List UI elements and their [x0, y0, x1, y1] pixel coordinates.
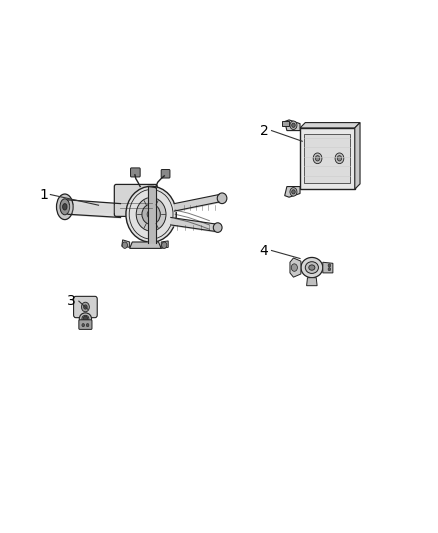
Polygon shape [130, 242, 161, 248]
Circle shape [337, 156, 342, 161]
Ellipse shape [217, 193, 227, 204]
Circle shape [335, 153, 344, 164]
Polygon shape [323, 262, 333, 273]
Circle shape [162, 242, 167, 248]
Ellipse shape [82, 316, 89, 322]
FancyBboxPatch shape [131, 168, 140, 177]
Text: 2: 2 [260, 124, 268, 138]
Text: 4: 4 [260, 244, 268, 257]
Polygon shape [161, 241, 168, 248]
FancyBboxPatch shape [114, 184, 157, 216]
Ellipse shape [142, 204, 160, 224]
FancyBboxPatch shape [161, 169, 170, 178]
Text: 3: 3 [67, 294, 76, 308]
Ellipse shape [136, 197, 166, 231]
Polygon shape [307, 278, 317, 286]
Polygon shape [355, 123, 360, 189]
Circle shape [313, 153, 322, 164]
Polygon shape [122, 240, 130, 247]
Ellipse shape [60, 199, 70, 215]
Circle shape [291, 264, 297, 271]
Ellipse shape [57, 194, 73, 220]
Circle shape [292, 190, 295, 194]
Circle shape [83, 316, 88, 321]
Ellipse shape [79, 313, 92, 325]
Circle shape [86, 324, 89, 327]
Circle shape [81, 302, 89, 312]
FancyBboxPatch shape [300, 128, 355, 189]
Circle shape [84, 305, 87, 309]
Ellipse shape [309, 265, 315, 270]
FancyBboxPatch shape [74, 296, 97, 318]
Ellipse shape [126, 187, 176, 242]
Circle shape [290, 121, 297, 130]
Ellipse shape [213, 223, 222, 232]
Polygon shape [290, 258, 301, 277]
Text: 1: 1 [39, 188, 48, 201]
Ellipse shape [305, 262, 318, 273]
Circle shape [292, 123, 295, 127]
Ellipse shape [301, 257, 323, 278]
Polygon shape [282, 121, 289, 126]
Polygon shape [285, 120, 300, 131]
FancyBboxPatch shape [304, 134, 350, 183]
Circle shape [82, 324, 85, 327]
Circle shape [315, 156, 320, 161]
Circle shape [328, 264, 331, 267]
Polygon shape [285, 187, 300, 197]
Ellipse shape [63, 204, 67, 210]
Circle shape [328, 268, 331, 271]
Polygon shape [300, 123, 360, 128]
FancyBboxPatch shape [79, 320, 92, 329]
Ellipse shape [147, 210, 155, 219]
Circle shape [290, 188, 297, 196]
Circle shape [122, 242, 127, 248]
